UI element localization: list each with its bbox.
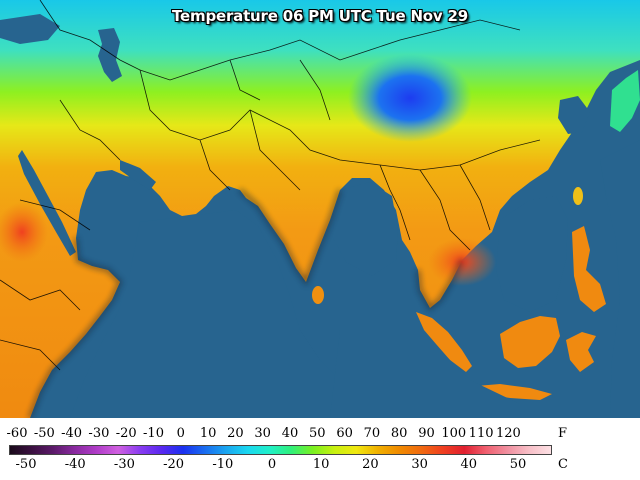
yellow-sea (558, 96, 590, 134)
celsius-tick: -10 (212, 457, 234, 472)
celsius-tick: -30 (113, 457, 135, 472)
fahrenheit-tick: -30 (88, 426, 110, 441)
fahrenheit-tick: 90 (418, 426, 435, 441)
fahrenheit-tick: 70 (363, 426, 381, 441)
landmass-group (0, 0, 640, 418)
sumatra (416, 312, 472, 372)
red-sea (18, 150, 76, 256)
fahrenheit-tick: -10 (143, 426, 164, 441)
sri-lanka (312, 286, 324, 304)
fahrenheit-tick: -50 (33, 426, 55, 441)
indian-ocean-south (330, 330, 640, 418)
persian-gulf (120, 160, 156, 190)
borneo (500, 316, 560, 368)
bay-of-bengal (332, 182, 398, 276)
map-title: Temperature 06 PM UTC Tue Nov 29 (172, 7, 468, 25)
cold-core (348, 54, 472, 142)
taiwan (573, 187, 583, 205)
fahrenheit-tick: 80 (390, 426, 408, 441)
fahrenheit-tick: 120 (495, 426, 521, 441)
fahrenheit-unit-label: F (558, 426, 568, 441)
fahrenheit-tick: -20 (115, 426, 137, 441)
celsius-tick: 10 (312, 457, 330, 472)
coast-shadow (28, 188, 464, 418)
celsius-tick: 0 (267, 457, 277, 472)
celsius-tick: 50 (509, 457, 527, 472)
celsius-unit-label: C (558, 457, 568, 472)
celsius-tick: -40 (64, 457, 86, 472)
caspian-sea (98, 28, 122, 82)
celsius-tick: 40 (460, 457, 478, 472)
sulawesi (566, 332, 596, 372)
fahrenheit-tick: 110 (468, 426, 494, 441)
fahrenheit-tick: 20 (227, 426, 244, 441)
celsius-tick: -20 (163, 457, 185, 472)
japan (610, 70, 640, 132)
fahrenheit-tick: 30 (254, 426, 271, 441)
black-sea (0, 14, 60, 44)
philippines (572, 226, 606, 312)
east-ocean (600, 140, 640, 418)
water-bodies (0, 14, 640, 418)
fahrenheit-tick: -40 (61, 426, 83, 441)
fahrenheit-tick: 0 (176, 426, 185, 441)
arabian-sea (70, 210, 360, 418)
celsius-tick: 20 (362, 457, 379, 472)
fahrenheit-tick: 60 (336, 426, 353, 441)
celsius-tick: 30 (411, 457, 428, 472)
java (476, 384, 552, 400)
temperature-map: Temperature 06 PM UTC Tue Nov 29 (0, 0, 640, 418)
celsius-tick: -50 (15, 457, 37, 472)
color-scale-bar (9, 445, 552, 455)
hot-spot-arabia (0, 202, 48, 262)
fahrenheit-tick: -60 (6, 426, 28, 441)
map-canvas (0, 0, 640, 418)
south-china-sea (496, 196, 568, 312)
fahrenheit-tick: 40 (281, 426, 299, 441)
fahrenheit-tick: 100 (441, 426, 467, 441)
eurasia-land (0, 0, 640, 418)
country-borders (0, 0, 541, 371)
fahrenheit-tick: 50 (309, 426, 326, 441)
fahrenheit-tick: 10 (199, 426, 217, 441)
